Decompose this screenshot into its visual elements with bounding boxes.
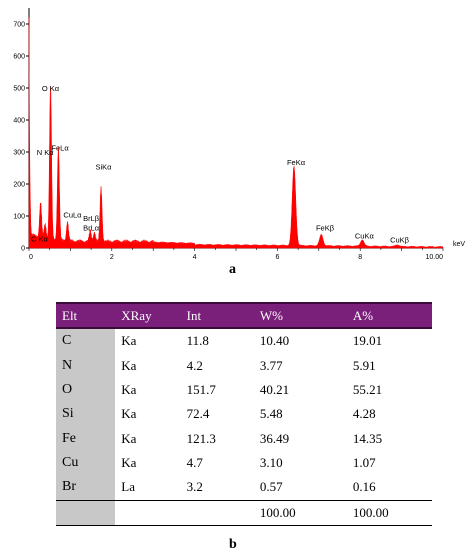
x-tick-label: 8	[358, 254, 362, 261]
cell-xray: Ka	[121, 357, 137, 373]
x-tick-label: 0	[29, 254, 33, 261]
y-tick-label: 0	[21, 246, 25, 253]
cell-elt: Br	[56, 475, 116, 500]
cell-xray: Ka	[121, 430, 137, 446]
cell-a-percent: 1.07	[352, 454, 376, 470]
peak-label: CuKα	[355, 231, 375, 240]
header-int: Int	[180, 302, 254, 329]
table-row: Fe Ka 121.3 36.49 14.35	[56, 426, 432, 451]
y-tick-label: 300	[13, 150, 25, 157]
cell-xray: Ka	[121, 454, 137, 470]
cell-a-percent: 4.28	[352, 406, 376, 422]
header-w-percent: W%	[253, 302, 347, 329]
cell-xray: Ka	[121, 333, 137, 349]
cell-int: 4.7	[186, 454, 203, 470]
y-tick-label: 200	[13, 182, 25, 189]
cell-xray: La	[121, 479, 135, 495]
cell-a-percent-total: 100.00	[346, 499, 432, 526]
cell-w-percent: 10.40	[259, 333, 290, 349]
y-tick-label: 100	[13, 214, 25, 221]
peak-label: CuKβ	[390, 236, 410, 245]
cell-int: 151.7	[186, 381, 216, 397]
y-tick-label: 600	[13, 54, 25, 61]
cell-elt: Cu	[56, 450, 116, 476]
cell-w-percent: 3.77	[259, 357, 283, 373]
y-tick-label: 500	[13, 86, 25, 93]
cell-w-percent: 5.48	[259, 406, 283, 422]
cell-w-percent: 3.10	[259, 454, 283, 470]
eds-spectrum-chart: 0 100 200 300 400 500 600 700 0 2 4 6 8 10.00 C Kα N …	[13, 8, 465, 261]
cell-int: 11.8	[186, 333, 209, 349]
peak-label: FeKα	[287, 158, 306, 167]
cell-xray: Ka	[121, 406, 137, 422]
cell-elt: N	[56, 353, 116, 378]
spectrum-fill	[28, 17, 444, 249]
x-tick-label: 4	[193, 254, 197, 261]
cell-a-percent: 55.21	[352, 381, 383, 397]
header-a-percent: A%	[346, 302, 432, 329]
x-tick-label: 10.00	[425, 254, 443, 261]
cell-int: 121.3	[186, 430, 216, 446]
header-elt: Elt	[56, 302, 116, 329]
peak-label: CuLα	[63, 211, 82, 220]
table-row: O Ka 151.7 40.21 55.21	[56, 377, 432, 403]
cell-elt: Si	[56, 402, 116, 427]
cell-a-percent: 19.01	[352, 333, 383, 349]
table-row: Si Ka 72.4 5.48 4.28	[56, 402, 432, 427]
y-axis-ticks: 0 100 200 300 400 500 600 700	[13, 22, 29, 253]
cell-int	[180, 499, 254, 526]
cell-elt: C	[56, 328, 116, 354]
cell-elt	[56, 499, 116, 526]
x-axis-label: keV	[453, 241, 465, 248]
cell-w-percent: 0.57	[259, 479, 283, 495]
y-tick-label: 700	[13, 22, 25, 29]
cell-a-percent: 0.16	[352, 479, 376, 495]
cell-w-percent: 40.21	[259, 381, 290, 397]
cell-xray: Ka	[121, 381, 137, 397]
cell-int: 4.2	[186, 357, 203, 373]
y-tick-label: 400	[13, 118, 25, 125]
table-body: C Ka 11.8 10.40 19.01 N Ka 4.2 3.77 5.91…	[56, 328, 432, 526]
peak-label: BrLβ	[83, 214, 100, 223]
peak-label: N Kα	[37, 148, 55, 157]
peak-label: C Kα	[31, 235, 49, 244]
x-axis-ticks: 0 2 4 6 8 10.00	[28, 248, 444, 261]
chart-axes	[28, 8, 443, 249]
x-tick-label: 2	[110, 254, 114, 261]
peak-label: O Kα	[42, 84, 60, 93]
table-row: Br La 3.2 0.57 0.16	[56, 475, 432, 500]
x-tick-label: 6	[275, 254, 279, 261]
panel-label-b: b	[229, 537, 237, 552]
cell-elt: Fe	[56, 426, 116, 451]
cell-w-percent-total: 100.00	[253, 499, 347, 526]
cell-elt: O	[56, 377, 116, 403]
table-row: Cu Ka 4.7 3.10 1.07	[56, 450, 432, 476]
cell-int: 72.4	[186, 406, 210, 422]
peak-label: SiKα	[96, 163, 113, 172]
table-row: N Ka 4.2 3.77 5.91	[56, 353, 432, 378]
cell-a-percent: 14.35	[352, 430, 383, 446]
panel-label-a: a	[229, 262, 236, 277]
cell-int: 3.2	[186, 479, 203, 495]
peak-label: FeLα	[51, 143, 69, 152]
cell-xray	[115, 499, 181, 526]
peak-label: FeKβ	[316, 223, 335, 232]
peak-label: BrLα	[83, 223, 100, 232]
header-xray: XRay	[115, 302, 181, 329]
cell-a-percent: 5.91	[352, 357, 376, 373]
table-total-row: 100.00 100.00	[56, 499, 432, 526]
table-row: C Ka 11.8 10.40 19.01	[56, 328, 432, 354]
cell-w-percent: 36.49	[259, 430, 290, 446]
composition-table: Elt XRay Int W% A% C Ka 11.8 10.40 19.01…	[56, 302, 432, 526]
table-header-row: Elt XRay Int W% A%	[56, 302, 432, 329]
